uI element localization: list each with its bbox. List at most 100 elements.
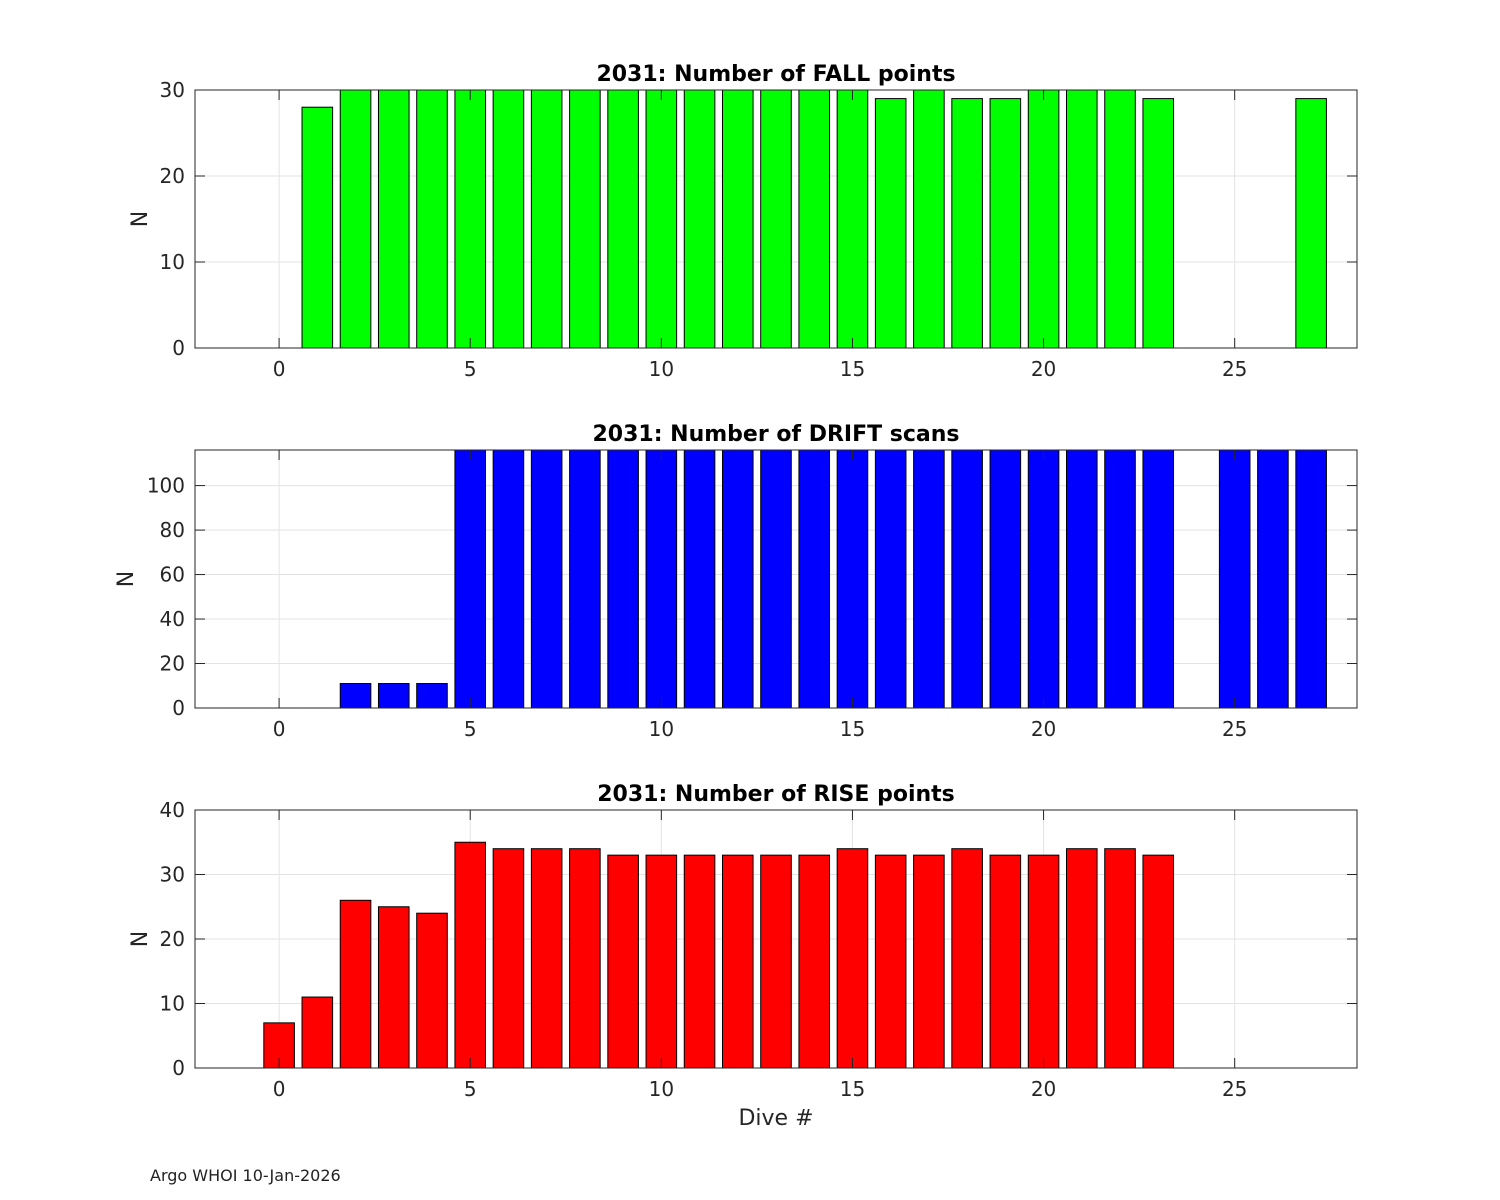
bar [951,848,983,1069]
x-tick-label: 5 [464,357,477,381]
bar [416,683,448,709]
bar [721,89,754,349]
bar [798,89,831,349]
bar [836,89,869,349]
bar [951,98,983,349]
x-tick-label: 10 [649,1077,674,1101]
bar [721,449,754,709]
bar [836,848,869,1069]
bar [1027,89,1060,349]
bar [416,912,448,1069]
bar [416,89,448,349]
bar [1066,449,1098,709]
bar [760,854,792,1069]
bar [874,854,907,1069]
bar [913,854,945,1069]
y-tick-label: 80 [160,518,185,542]
bar [760,449,792,709]
y-tick-label: 20 [160,652,185,676]
bar [1295,449,1327,709]
x-axis-label: Dive # [738,1106,813,1131]
axes-box-1 [194,89,1358,349]
y-axis-label: N [114,571,139,587]
x-tick-label: 20 [1031,717,1056,741]
bar [377,906,410,1069]
bar [951,449,983,709]
y-tick-label: 10 [160,992,185,1016]
bar [1066,89,1098,349]
bar [989,854,1022,1069]
bar [683,449,716,709]
bar [1142,98,1175,349]
bar [492,449,525,709]
bar [1104,449,1136,709]
bar [645,449,678,709]
x-tick-label: 25 [1222,357,1247,381]
x-tick-label: 10 [649,357,674,381]
x-tick-label: 15 [840,1077,865,1101]
chart-title: 2031: Number of FALL points [596,62,955,87]
bar [760,89,792,349]
bar [874,98,907,349]
bar [492,89,525,349]
footer-text: Argo WHOI 10-Jan-2026 [150,1166,341,1185]
bar [798,854,831,1069]
bar [721,854,754,1069]
bar [1104,89,1136,349]
bar [683,854,716,1069]
bar [1142,854,1175,1069]
chart-title: 2031: Number of DRIFT scans [592,422,959,447]
y-axis-label: N [128,211,153,227]
bar [301,996,334,1069]
x-tick-label: 15 [840,357,865,381]
x-tick-label: 0 [273,357,286,381]
bar [339,683,372,709]
y-tick-label: 30 [160,863,185,887]
bar [1257,449,1289,709]
bar [1142,449,1175,709]
bar [569,848,601,1069]
bar [1295,98,1327,349]
bar [645,89,678,349]
bar [377,683,410,709]
bar [607,449,639,709]
bar [1027,449,1060,709]
bar [530,848,563,1069]
y-tick-label: 20 [160,927,185,951]
x-tick-label: 5 [464,717,477,741]
x-tick-label: 25 [1222,1077,1247,1101]
bar [454,841,486,1069]
bar [913,449,945,709]
y-tick-label: 60 [160,563,185,587]
bar [492,848,525,1069]
axes-box-2 [194,449,1358,709]
x-tick-label: 10 [649,717,674,741]
bar [1027,854,1060,1069]
bar [530,89,563,349]
y-tick-label: 0 [172,336,185,360]
bar [1218,449,1251,709]
bar [454,89,486,349]
bar [836,449,869,709]
bar [913,89,945,349]
bar [645,854,678,1069]
x-tick-label: 25 [1222,717,1247,741]
x-tick-label: 0 [273,717,286,741]
y-tick-label: 0 [172,696,185,720]
chart-title: 2031: Number of RISE points [597,782,955,807]
y-tick-label: 100 [147,474,185,498]
y-tick-label: 20 [160,164,185,188]
x-tick-label: 15 [840,717,865,741]
bar [989,98,1022,349]
bar [530,449,563,709]
bar [989,449,1022,709]
bar [339,899,372,1069]
bar [339,89,372,349]
x-tick-label: 20 [1031,357,1056,381]
bar [569,449,601,709]
bar [1104,848,1136,1069]
bar [454,449,486,709]
bar [607,89,639,349]
y-tick-label: 10 [160,250,185,274]
